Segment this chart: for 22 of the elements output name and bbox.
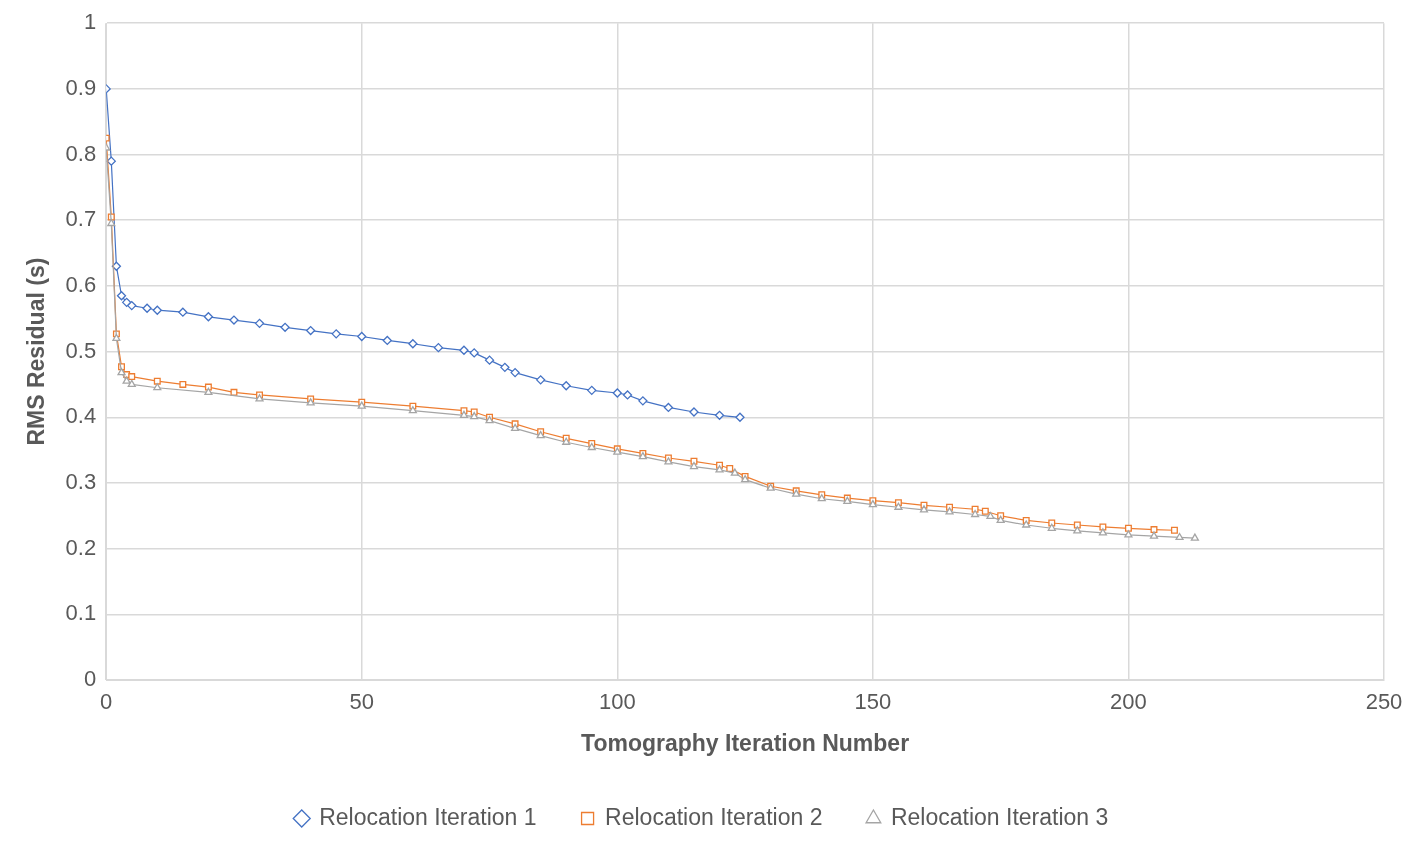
x-tick-label: 100 [598, 689, 636, 715]
x-tick-label: 250 [1365, 689, 1403, 715]
y-tick-label: 0.6 [65, 271, 97, 297]
x-tick-label: 0 [100, 689, 113, 715]
y-tick-label: 1 [83, 9, 97, 35]
y-tick-label: 0.9 [65, 74, 97, 100]
y-tick-label: 0.1 [65, 600, 97, 626]
x-axis-title: Tomography Iteration Number [581, 729, 910, 756]
legend-label: Relocation Iteration 3 [890, 803, 1109, 830]
y-tick-label: 0.2 [65, 534, 97, 560]
y-tick-label: 0.8 [65, 140, 97, 166]
y-tick-label: 0.3 [65, 469, 97, 495]
y-tick-label: 0.7 [65, 206, 97, 232]
x-tick-label: 50 [349, 689, 374, 715]
y-tick-label: 0 [83, 666, 97, 692]
x-tick-label: 200 [1110, 689, 1147, 715]
legend-label: Relocation Iteration 2 [605, 803, 823, 830]
y-tick-label: 0.5 [65, 337, 97, 363]
y-tick-label: 0.4 [65, 403, 97, 429]
y-axis-title: RMS Residual (s) [23, 257, 50, 446]
x-tick-label: 150 [854, 689, 892, 715]
legend-label: Relocation Iteration 1 [319, 803, 537, 830]
